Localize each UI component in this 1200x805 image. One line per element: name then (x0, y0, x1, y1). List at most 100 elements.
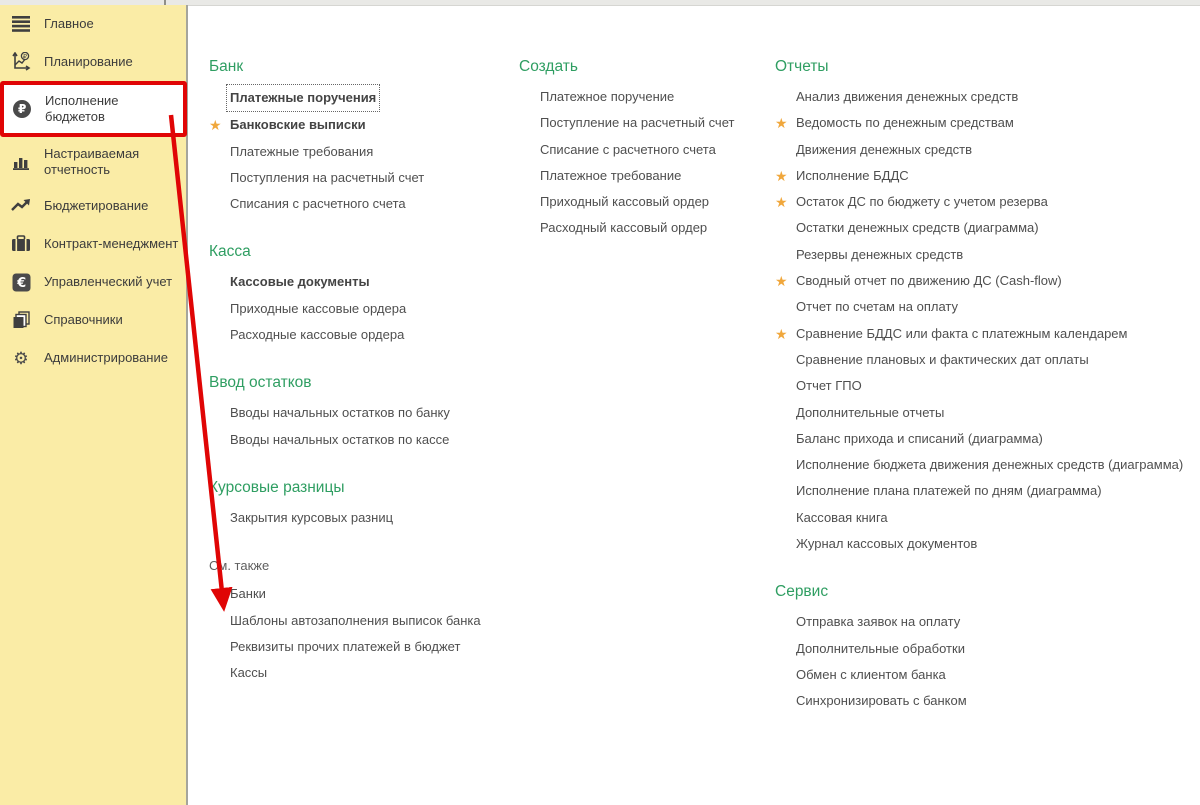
euro-icon: € (11, 272, 31, 292)
favorite-star-icon[interactable]: ★ (775, 115, 788, 132)
command-link-label: Шаблоны автозаполнения выписок банка (230, 612, 481, 628)
command-link-label: Платежное поручение (540, 89, 675, 104)
command-link[interactable]: Шаблоны автозаполнения выписок банка (209, 608, 509, 634)
command-link-label: Сравнение плановых и фактических дат опл… (796, 351, 1089, 367)
section: См. также Банки Шаблоны автозаполнения вып… (209, 557, 509, 686)
sidebar-item-label: Настраиваемая отчетность (44, 146, 140, 177)
command-link-label: Баланс прихода и списаний (диаграмма) (796, 430, 1043, 446)
sidebar-item-euro[interactable]: € Управленческий учет (0, 263, 186, 301)
command-link-label: Дополнительные обработки (796, 640, 965, 656)
command-link[interactable]: Остатки денежных средств (диаграмма) (775, 215, 1197, 241)
splitter-tick (164, 0, 166, 5)
command-link[interactable]: ★ Исполнение БДДС (775, 163, 1197, 189)
favorite-star-icon[interactable]: ★ (209, 117, 222, 134)
command-link[interactable]: Отчет ГПО (775, 373, 1197, 399)
favorite-star-icon[interactable]: ★ (775, 167, 788, 184)
column-bank: Банк Платежные поручения ★ Банковские выпис… (209, 58, 509, 712)
command-link-label: Исполнение бюджета движения денежных сре… (796, 457, 1184, 473)
command-link-label: Движения денежных средств (796, 141, 973, 157)
command-link[interactable]: Списания с расчетного счета (209, 191, 509, 217)
svg-text:₽: ₽ (23, 52, 27, 60)
command-link[interactable]: Платежное требование (519, 163, 769, 189)
command-link-label: Приходный кассовый ордер (540, 194, 710, 210)
command-link[interactable]: Платежные требования (209, 139, 509, 165)
command-link[interactable]: ★ Сводный отчет по движению ДС (Cash-flow… (775, 268, 1197, 294)
command-link[interactable]: Реквизиты прочих платежей в бюджет (209, 634, 509, 660)
command-link[interactable]: Дополнительные отчеты (775, 400, 1197, 426)
section-title: Отчеты (775, 58, 829, 75)
command-link-label: Сравнение БДДС или факта с платежным кал… (796, 325, 1128, 341)
section: Отчеты Анализ движения денежных средств ★ В… (775, 58, 1197, 557)
command-link-label: Вводы начальных остатков по кассе (230, 431, 450, 447)
top-splitter-strip (0, 0, 1200, 6)
command-link[interactable]: Вводы начальных остатков по банку (209, 400, 509, 426)
command-link[interactable]: Исполнение бюджета движения денежных сре… (775, 452, 1197, 478)
svg-text:€: € (16, 276, 26, 291)
command-link[interactable]: Отправка заявок на оплату (775, 609, 1197, 635)
command-link-label: Отчет по счетам на оплату (796, 299, 959, 315)
command-link-label: Банковские выписки (230, 117, 366, 133)
command-link[interactable]: Приходные кассовые ордера (209, 296, 509, 322)
command-link[interactable]: ★ Сравнение БДДС или факта с платежным ка… (775, 321, 1197, 347)
command-link[interactable]: Кассы (209, 660, 509, 686)
command-link[interactable]: Резервы денежных средств (775, 242, 1197, 268)
command-link[interactable]: Расходный кассовый ордер (519, 215, 769, 241)
command-link-label: Анализ движения денежных средств (796, 89, 1019, 104)
command-link-label: Поступление на расчетный счет (540, 115, 735, 131)
command-link[interactable]: Кассовые документы (209, 269, 509, 295)
sidebar-item-label: Администрирование (44, 350, 168, 365)
section-title: Сервис (775, 583, 829, 601)
command-link[interactable]: Поступление на расчетный счет (519, 110, 769, 136)
sidebar-item-menu[interactable]: Главное (0, 5, 186, 43)
command-link[interactable]: Вводы начальных остатков по кассе (209, 427, 509, 453)
command-link[interactable]: Сравнение плановых и фактических дат опл… (775, 347, 1197, 373)
command-link[interactable]: Исполнение плана платежей по дням (диагр… (775, 478, 1197, 504)
section-title: Банк (209, 58, 244, 75)
sidebar-item-briefcase[interactable]: Контракт-менеджмент (0, 225, 186, 263)
sections-sidebar: Главное ₽ Планирование ₽ Исполнение бюджетов… (0, 5, 188, 805)
command-link[interactable]: Обмен с клиентом банка (775, 662, 1197, 688)
command-link[interactable]: Платежное поручение (519, 84, 769, 110)
command-link-label: Банки (230, 586, 266, 602)
command-link-label: Ведомость по денежным средствам (796, 115, 1014, 131)
sidebar-item-bar-chart[interactable]: Настраиваемая отчетность (0, 137, 186, 187)
favorite-star-icon[interactable]: ★ (775, 273, 788, 290)
command-link-label: Реквизиты прочих платежей в бюджет (230, 638, 461, 654)
trend-arrow-icon (11, 196, 31, 216)
menu-icon (11, 14, 31, 34)
command-link-label: Платежные поручения (226, 84, 381, 113)
command-link-label: Сводный отчет по движению ДС (Cash-flow) (796, 273, 1062, 289)
command-link[interactable]: Дополнительные обработки (775, 636, 1197, 662)
command-link[interactable]: Закрытия курсовых разниц (209, 505, 509, 531)
command-link[interactable]: Платежные поручения (209, 84, 509, 113)
sidebar-item-planning-axis[interactable]: ₽ Планирование (0, 43, 186, 81)
command-link[interactable]: Банки (209, 581, 509, 607)
planning-axis-icon: ₽ (11, 52, 31, 72)
command-link[interactable]: Приходный кассовый ордер (519, 189, 769, 215)
sidebar-item-label: Бюджетирование (44, 198, 149, 213)
briefcase-icon (11, 234, 31, 254)
command-link[interactable]: ★ Банковские выписки (209, 112, 509, 138)
sidebar-item-catalogs[interactable]: Справочники (0, 301, 186, 339)
command-link[interactable]: Баланс прихода и списаний (диаграмма) (775, 426, 1197, 452)
sidebar-item-gear[interactable]: ⚙ Администрирование (0, 339, 186, 377)
favorite-star-icon[interactable]: ★ (775, 325, 788, 342)
command-link[interactable]: ★ Ведомость по денежным средствам (775, 110, 1197, 136)
favorite-star-icon[interactable]: ★ (775, 194, 788, 211)
command-link[interactable]: Синхронизировать с банком (775, 688, 1197, 714)
sidebar-item-ruble-circle[interactable]: ₽ Исполнение бюджетов (0, 81, 187, 137)
command-link[interactable]: Анализ движения денежных средств (775, 84, 1197, 110)
command-link-label: Остатки денежных средств (диаграмма) (796, 220, 1039, 236)
section-title: См. также (209, 558, 270, 574)
command-link[interactable]: Отчет по счетам на оплату (775, 294, 1197, 320)
command-link[interactable]: Поступления на расчетный счет (209, 165, 509, 191)
command-link[interactable]: ★ Остаток ДС по бюджету с учетом резерва (775, 189, 1197, 215)
command-link[interactable]: Журнал кассовых документов (775, 531, 1197, 557)
command-link[interactable]: Кассовая книга (775, 505, 1197, 531)
command-link[interactable]: Расходные кассовые ордера (209, 322, 509, 348)
command-link-label: Платежное требование (540, 167, 682, 183)
command-link[interactable]: Списание с расчетного счета (519, 137, 769, 163)
command-link[interactable]: Движения денежных средств (775, 137, 1197, 163)
sidebar-item-trend-arrow[interactable]: Бюджетирование (0, 187, 186, 225)
gear-icon: ⚙ (13, 348, 29, 368)
